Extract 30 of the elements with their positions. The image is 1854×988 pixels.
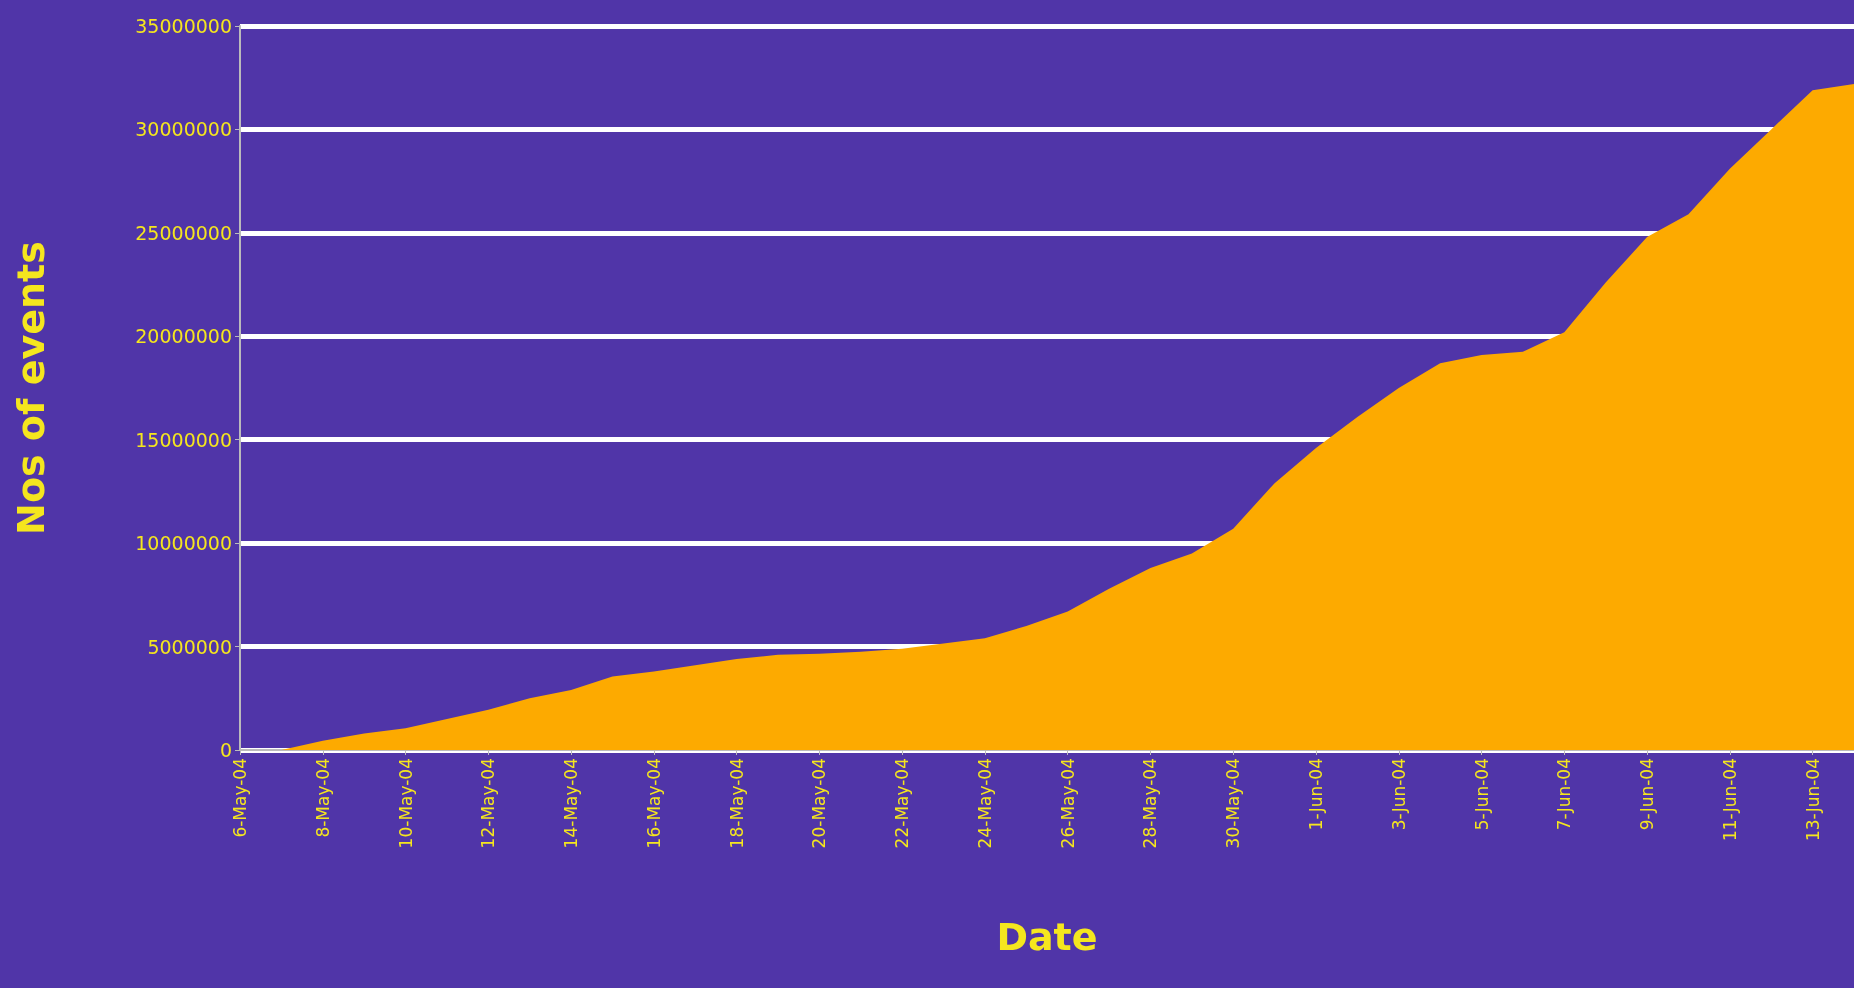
y-tick-label: 30000000 xyxy=(135,118,232,141)
x-tick-label: 18-May-04 xyxy=(726,758,747,849)
x-tick-label: 24-May-04 xyxy=(974,758,995,849)
x-tick-label: 28-May-04 xyxy=(1140,758,1161,849)
x-tick-label: 22-May-04 xyxy=(892,758,913,849)
y-tick-label: 25000000 xyxy=(135,221,232,244)
x-tick-label: 11-Jun-04 xyxy=(1719,758,1740,842)
y-tick-label: 35000000 xyxy=(135,15,232,37)
y-axis-title: Nos of events xyxy=(9,241,53,535)
x-tick-label: 30-May-04 xyxy=(1223,758,1244,849)
y-tick-label: 0 xyxy=(219,739,232,761)
x-tick-label: 13-Jun-04 xyxy=(1802,758,1823,842)
x-tick-label: 20-May-04 xyxy=(809,758,830,849)
x-tick-label: 9-Jun-04 xyxy=(1637,758,1658,831)
y-tick-label: 15000000 xyxy=(135,428,232,451)
x-tick-label: 6-May-04 xyxy=(230,758,250,838)
y-tick-label: 5000000 xyxy=(147,635,232,658)
x-axis-title: Date xyxy=(996,915,1098,959)
x-tick-label: 5-Jun-04 xyxy=(1471,758,1492,831)
x-tick-label: 7-Jun-04 xyxy=(1554,758,1575,831)
x-tick-label: 14-May-04 xyxy=(561,758,582,849)
x-tick-label: 1-Jun-04 xyxy=(1306,758,1326,831)
x-tick-label: 12-May-04 xyxy=(478,758,499,849)
x-tick-label: 3-Jun-04 xyxy=(1388,758,1409,831)
x-tick-label: 26-May-04 xyxy=(1057,758,1078,849)
x-tick-label: 16-May-04 xyxy=(643,758,664,849)
x-tick-label: 10-May-04 xyxy=(395,758,416,849)
x-tick-label: 8-May-04 xyxy=(312,758,333,838)
y-tick-label: 20000000 xyxy=(135,325,232,348)
y-tick-label: 10000000 xyxy=(135,532,232,555)
